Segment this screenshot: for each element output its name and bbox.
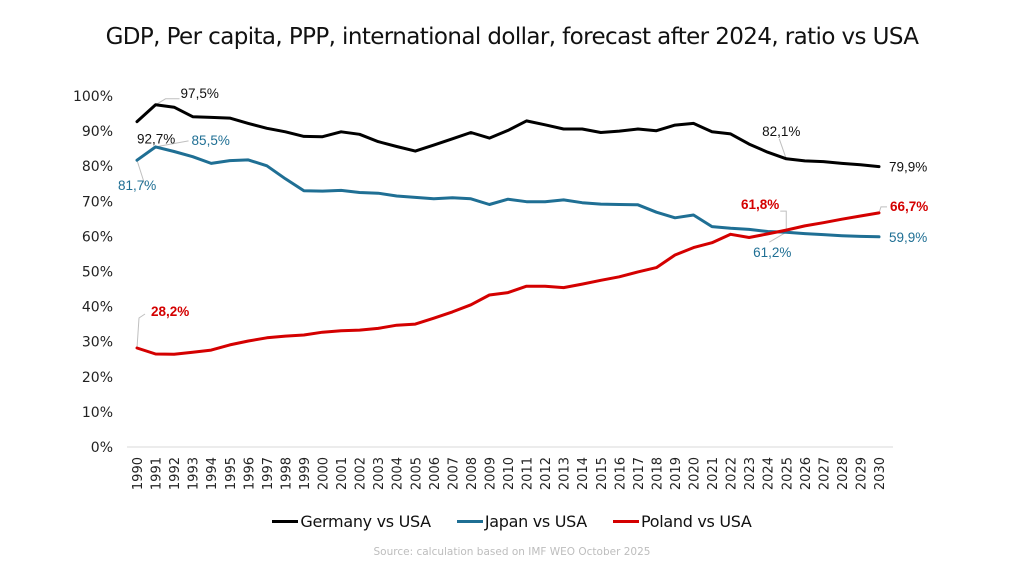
- x-tick-label: 2013: [558, 457, 573, 490]
- legend: Germany vs USA Japan vs USA Poland vs US…: [0, 512, 1024, 531]
- y-tick-label: 20%: [82, 370, 113, 386]
- x-tick-label: 2001: [335, 457, 350, 490]
- x-tick-label: 2030: [873, 457, 888, 490]
- x-tick-label: 1992: [168, 457, 183, 490]
- x-tick-label: 2023: [743, 457, 758, 490]
- x-tick-label: 2020: [688, 457, 703, 490]
- x-tick-label: 2019: [669, 457, 684, 490]
- x-tick-label: 2029: [854, 457, 869, 490]
- series-lines: [135, 103, 881, 356]
- x-tick-label: 2014: [576, 457, 591, 490]
- legend-swatch-poland: [612, 520, 639, 523]
- data-label: 97,5%: [181, 86, 219, 101]
- data-label: 61,8%: [741, 197, 779, 212]
- y-tick-label: 90%: [82, 124, 113, 140]
- x-tick-label: 2021: [706, 457, 721, 490]
- data-label: 59,9%: [889, 230, 927, 245]
- data-label: 82,1%: [762, 124, 800, 139]
- x-tick-label: 2004: [391, 457, 406, 490]
- x-tick-label: 2000: [317, 457, 332, 490]
- y-tick-label: 100%: [73, 89, 113, 105]
- x-tick-label: 2022: [725, 457, 740, 490]
- x-axis-ticks: 1990 1991 1992 1993 1994 1995 1996 1997 1998 1999…: [131, 457, 888, 490]
- data-label: 66,7%: [890, 199, 928, 214]
- annotation-leader-line: [155, 98, 180, 106]
- x-tick-label: 1998: [279, 457, 294, 490]
- chart-title: GDP, Per capita, PPP, international doll…: [105, 24, 919, 50]
- x-tick-label: 2002: [354, 457, 369, 490]
- x-tick-label: 2018: [650, 457, 665, 490]
- x-tick-label: 2017: [632, 457, 647, 490]
- data-label: 81,7%: [118, 178, 156, 193]
- legend-label-germany: Germany vs USA: [300, 512, 431, 531]
- y-tick-label: 70%: [82, 194, 113, 210]
- x-tick-label: 2008: [465, 457, 480, 490]
- legend-label-japan: Japan vs USA: [484, 512, 587, 531]
- annotation-leader-line: [155, 140, 189, 148]
- source-note: Source: calculation based on IMF WEO Oct…: [373, 546, 651, 558]
- annotation-leaders: [136, 98, 887, 349]
- x-tick-label: 1991: [150, 457, 165, 490]
- y-tick-label: 80%: [82, 159, 113, 175]
- annotation-leader-line: [778, 138, 787, 159]
- legend-swatch-germany: [272, 520, 299, 523]
- y-tick-label: 40%: [82, 300, 113, 316]
- annotation-leader-line: [768, 231, 787, 243]
- data-label: 28,2%: [151, 304, 189, 319]
- x-tick-label: 1990: [131, 457, 146, 490]
- data-label: 92,7%: [137, 132, 175, 147]
- series-line-poland: [135, 211, 881, 356]
- data-label: 79,9%: [889, 160, 927, 175]
- x-tick-label: 2010: [502, 457, 517, 490]
- x-tick-label: 2025: [780, 457, 795, 490]
- legend-item-poland[interactable]: Poland vs USA: [612, 512, 752, 531]
- legend-swatch-japan: [456, 520, 483, 523]
- annotation-leader-line: [136, 160, 146, 186]
- x-tick-label: 2006: [428, 457, 443, 490]
- x-tick-label: 1999: [298, 457, 313, 490]
- data-annotations: 92,7% 97,5% 82,1% 79,9% 81,7% 85,5% 61,2% 59,9%…: [118, 86, 928, 319]
- legend-item-germany[interactable]: Germany vs USA: [272, 512, 431, 531]
- series-line-germany: [135, 103, 881, 169]
- y-tick-label: 0%: [91, 440, 113, 456]
- annotation-leader-line: [878, 206, 887, 214]
- x-tick-label: 2009: [483, 457, 498, 490]
- legend-item-japan[interactable]: Japan vs USA: [456, 512, 587, 531]
- annotation-leader-line: [136, 313, 146, 349]
- data-label: 61,2%: [753, 245, 791, 260]
- y-tick-label: 30%: [82, 335, 113, 351]
- x-tick-label: 1994: [205, 457, 220, 490]
- x-tick-label: 2011: [521, 457, 536, 490]
- y-tick-label: 50%: [82, 265, 113, 281]
- annotation-leader-line: [780, 210, 787, 231]
- x-tick-label: 1996: [242, 457, 257, 490]
- x-tick-label: 2005: [409, 457, 424, 490]
- x-tick-label: 2016: [613, 457, 628, 490]
- x-tick-label: 1993: [187, 457, 202, 490]
- y-tick-label: 60%: [82, 229, 113, 245]
- x-tick-label: 1995: [224, 457, 239, 490]
- x-tick-label: 2015: [595, 457, 610, 490]
- series-line-japan: [135, 145, 881, 239]
- x-tick-label: 2026: [799, 457, 814, 490]
- legend-label-poland: Poland vs USA: [640, 512, 752, 531]
- data-label: 85,5%: [192, 133, 230, 148]
- x-tick-label: 2007: [446, 457, 461, 490]
- x-tick-label: 1997: [261, 457, 276, 490]
- x-tick-label: 2027: [817, 457, 832, 490]
- x-tick-label: 2024: [762, 457, 777, 490]
- y-tick-label: 10%: [82, 405, 113, 421]
- x-tick-label: 2028: [836, 457, 851, 490]
- x-tick-label: 2012: [539, 457, 554, 490]
- x-tick-label: 2003: [372, 457, 387, 490]
- y-axis-ticks: 0% 10% 20% 30% 40% 50% 60% 70% 80% 90% 100%: [73, 89, 113, 456]
